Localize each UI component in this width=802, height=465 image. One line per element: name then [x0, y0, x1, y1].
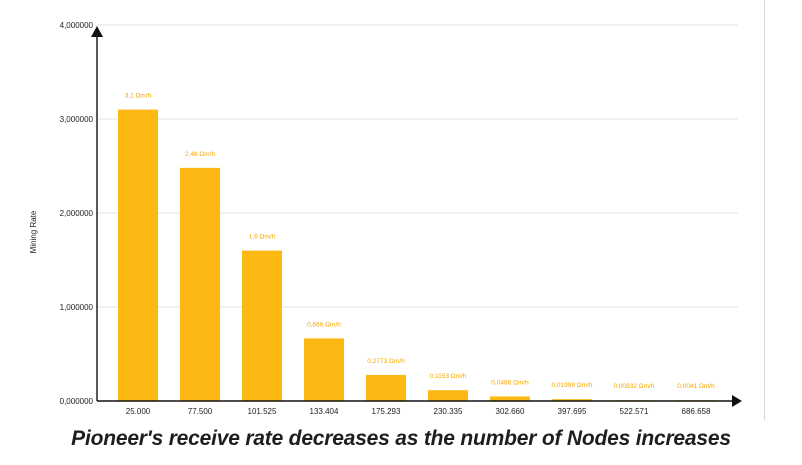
x-tick-label: 522.571: [620, 407, 649, 416]
bar: [490, 396, 530, 401]
data-label: 2,48 Ωm/h: [185, 151, 216, 158]
axes: [91, 26, 742, 407]
x-tick-label: 686.658: [682, 407, 711, 416]
x-tick-label: 230.335: [434, 407, 463, 416]
y-tick-label: 0,000000: [60, 397, 94, 406]
y-tick-label: 3,000000: [60, 115, 94, 124]
data-label: 0,1153 Ωm/h: [430, 373, 467, 380]
data-label: 0,00832 Ωm/h: [614, 383, 655, 390]
x-tick-label: 133.404: [310, 407, 339, 416]
bar-chart: 3,1 Ωm/h 2,48 Ωm/h 1,6 Ωm/h 0,666 Ωm/h 0,277…: [29, 21, 742, 416]
x-tick-label: 101.525: [248, 407, 277, 416]
x-tick-label: 302.660: [496, 407, 525, 416]
x-tick-label: 397.695: [558, 407, 587, 416]
bar: [304, 338, 344, 401]
bar: [118, 109, 158, 401]
data-label: 3,1 Ωm/h: [125, 93, 152, 100]
y-axis-arrow-icon: [91, 26, 103, 37]
bar: [366, 374, 406, 401]
chart-caption: Pioneer's receive rate decreases as the …: [71, 427, 731, 450]
data-label: 0,01999 Ωm/h: [552, 382, 593, 389]
x-tick-label: 175.293: [372, 407, 401, 416]
y-axis-label: Mining Rate: [29, 210, 38, 253]
data-label: 0,666 Ωm/h: [307, 321, 341, 328]
x-axis-arrow-icon: [732, 395, 742, 407]
y-tick-label: 1,000000: [60, 303, 94, 312]
data-label: 0,2773 Ωm/h: [367, 358, 405, 365]
x-tick-label: 77.500: [188, 407, 213, 416]
x-tick-labels: 25.000 77.500 101.525 133.404 175.293 230.335…: [126, 407, 711, 416]
x-tick-label: 25.000: [126, 407, 151, 416]
data-label: 0,0488 Ωm/h: [491, 379, 529, 386]
bars: [118, 109, 716, 401]
bar: [428, 390, 468, 401]
right-border-line: [764, 0, 765, 420]
data-label: 0,0041 Ωm/h: [677, 383, 715, 390]
bar: [552, 399, 592, 401]
data-label: 1,6 Ωm/h: [249, 234, 276, 241]
y-tick-label: 2,000000: [60, 209, 94, 218]
data-labels: 3,1 Ωm/h 2,48 Ωm/h 1,6 Ωm/h 0,666 Ωm/h 0,277…: [125, 93, 715, 391]
bar: [180, 167, 220, 401]
y-tick-label: 4,000000: [60, 21, 94, 30]
bar: [242, 250, 282, 401]
y-tick-labels: 0,000000 1,000000 2,000000 3,000000 4,000000: [60, 21, 94, 406]
